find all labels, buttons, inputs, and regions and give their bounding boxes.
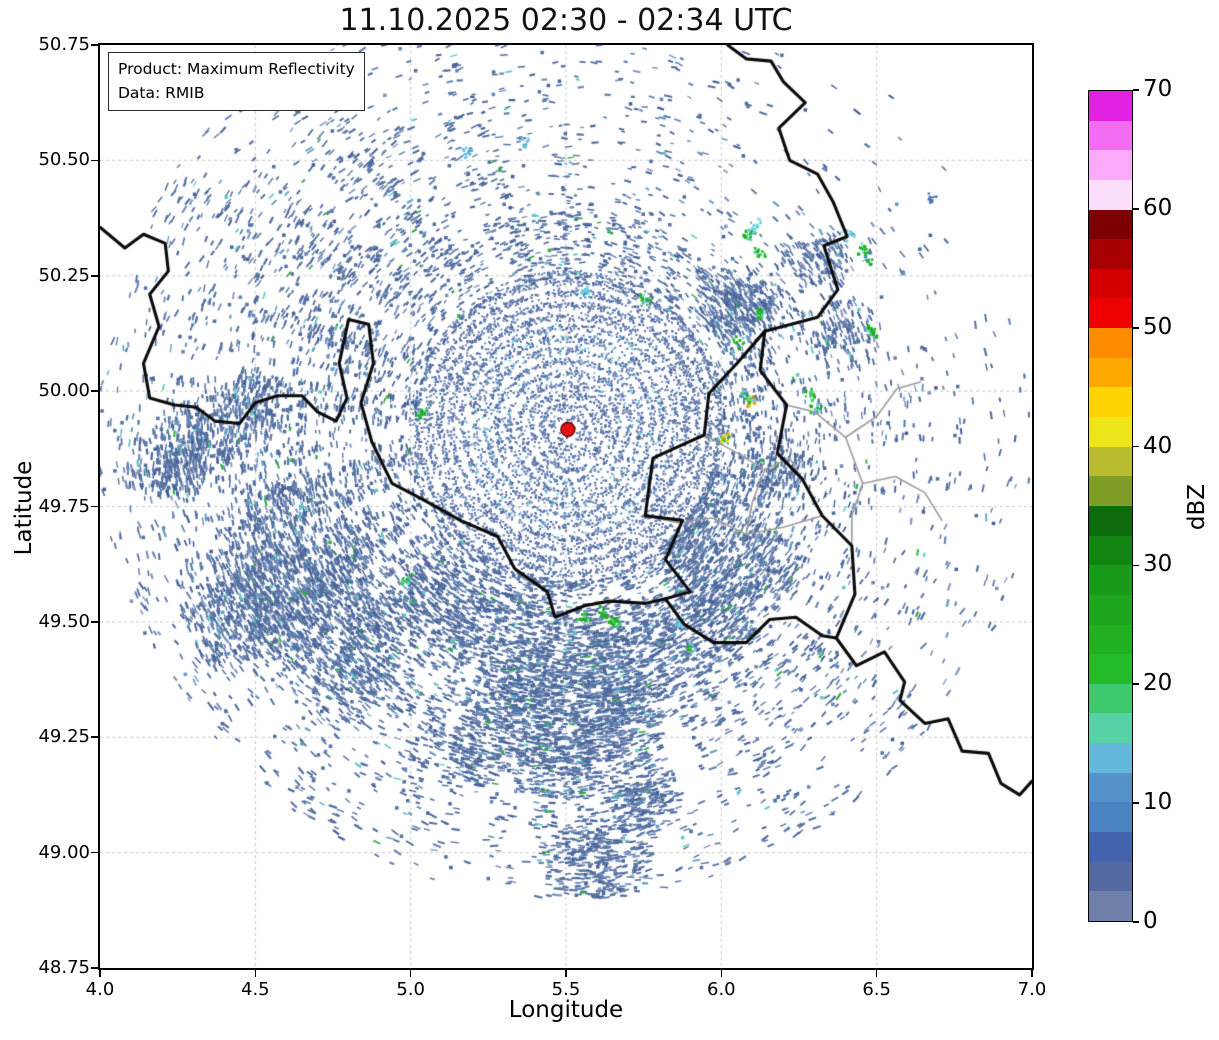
y-tick-label: 48.75: [38, 957, 90, 978]
x-tick-label: 4.5: [241, 979, 270, 1000]
x-tick-label: 4.0: [85, 979, 115, 1000]
colorbar-segment: [1089, 357, 1132, 388]
colorbar-tick-label: 60: [1143, 194, 1173, 221]
y-tick-mark: [91, 736, 98, 739]
colorbar-tick-mark: [1133, 326, 1139, 329]
y-tick-label: 49.25: [38, 726, 90, 748]
colorbar: [1088, 90, 1133, 922]
colorbar-tick-mark: [1133, 564, 1139, 567]
x-tick-mark: [99, 970, 101, 977]
colorbar-segment: [1089, 298, 1132, 329]
x-tick-mark: [565, 970, 567, 977]
y-tick-label: 49.00: [38, 841, 90, 863]
colorbar-tick-mark: [1133, 802, 1139, 804]
data-source-label: Data: RMIB: [118, 84, 205, 103]
colorbar-tick-label: 50: [1143, 313, 1173, 340]
colorbar-segment: [1089, 565, 1132, 595]
colorbar-tick-mark: [1133, 921, 1139, 923]
x-tick-label: 5.0: [396, 979, 425, 1000]
product-label: Product: Maximum Reflectivity: [118, 60, 355, 78]
y-tick-label: 50.25: [38, 264, 90, 286]
colorbar-segment: [1089, 624, 1132, 655]
colorbar-tick-label: 40: [1143, 432, 1173, 459]
y-tick-label: 49.75: [38, 495, 90, 517]
x-tick-label: 6.5: [862, 979, 891, 1000]
colorbar-segment: [1089, 743, 1132, 773]
x-tick-mark: [875, 970, 878, 977]
colorbar-segment: [1089, 417, 1132, 447]
colorbar-segment: [1089, 446, 1132, 477]
x-tick-label: 7.0: [1017, 979, 1047, 1000]
colorbar-tick-label: 0: [1143, 908, 1158, 934]
colorbar-tick-label: 20: [1143, 670, 1173, 697]
y-tick-mark: [91, 505, 98, 508]
colorbar-tick-label: 10: [1143, 789, 1173, 816]
colorbar-tick-mark: [1133, 208, 1139, 210]
colorbar-segment: [1089, 505, 1132, 536]
colorbar-segment: [1089, 713, 1132, 744]
y-axis-label: Latitude: [11, 460, 37, 556]
colorbar-segment: [1089, 832, 1132, 862]
colorbar-segment: [1089, 209, 1132, 240]
colorbar-segment: [1089, 387, 1132, 418]
colorbar-segment: [1089, 654, 1132, 684]
colorbar-segment: [1089, 179, 1132, 210]
colorbar-tick-label: 30: [1143, 551, 1173, 578]
colorbar-segment: [1089, 772, 1132, 803]
colorbar-label: dBZ: [1184, 483, 1210, 531]
colorbar-segment: [1089, 594, 1132, 625]
figure-title: 11.10.2025 02:30 - 02:34 UTC: [339, 3, 793, 38]
product-info-box: Product: Maximum Reflectivity Data: RMIB: [108, 52, 365, 112]
colorbar-tick-mark: [1133, 89, 1139, 91]
colorbar-segment: [1089, 476, 1132, 506]
y-tick-mark: [91, 44, 98, 46]
colorbar-tick-mark: [1133, 445, 1139, 448]
y-tick-label: 49.50: [38, 610, 90, 632]
colorbar-segment: [1089, 535, 1132, 566]
x-tick-mark: [720, 970, 723, 977]
radar-map-canvas: [100, 45, 1032, 968]
map-plot-area: Product: Maximum Reflectivity Data: RMIB: [98, 43, 1034, 970]
colorbar-segment: [1089, 91, 1132, 121]
y-tick-mark: [91, 159, 98, 162]
y-tick-mark: [91, 621, 98, 623]
y-tick-mark: [91, 390, 98, 392]
x-tick-mark: [409, 970, 412, 977]
colorbar-tick-label: 70: [1143, 76, 1173, 102]
colorbar-segment: [1089, 891, 1132, 921]
y-tick-label: 50.00: [38, 380, 90, 402]
colorbar-segment: [1089, 328, 1132, 358]
colorbar-segment: [1089, 239, 1132, 269]
colorbar-tick-mark: [1133, 683, 1139, 686]
y-tick-label: 50.50: [38, 149, 90, 171]
colorbar-segment: [1089, 120, 1132, 151]
colorbar-segment: [1089, 268, 1132, 299]
x-axis-label: Longitude: [508, 997, 624, 1023]
colorbar-segment: [1089, 861, 1132, 892]
x-tick-mark: [1031, 970, 1033, 977]
x-tick-mark: [254, 970, 257, 977]
y-tick-mark: [91, 967, 98, 969]
colorbar-segment: [1089, 683, 1132, 714]
y-tick-label: 50.75: [38, 34, 90, 55]
y-tick-mark: [91, 851, 98, 854]
x-tick-label: 6.0: [707, 979, 736, 1000]
colorbar-segment: [1089, 150, 1132, 180]
y-tick-mark: [91, 274, 98, 277]
colorbar-segment: [1089, 802, 1132, 833]
x-tick-label: 5.5: [551, 979, 581, 1000]
